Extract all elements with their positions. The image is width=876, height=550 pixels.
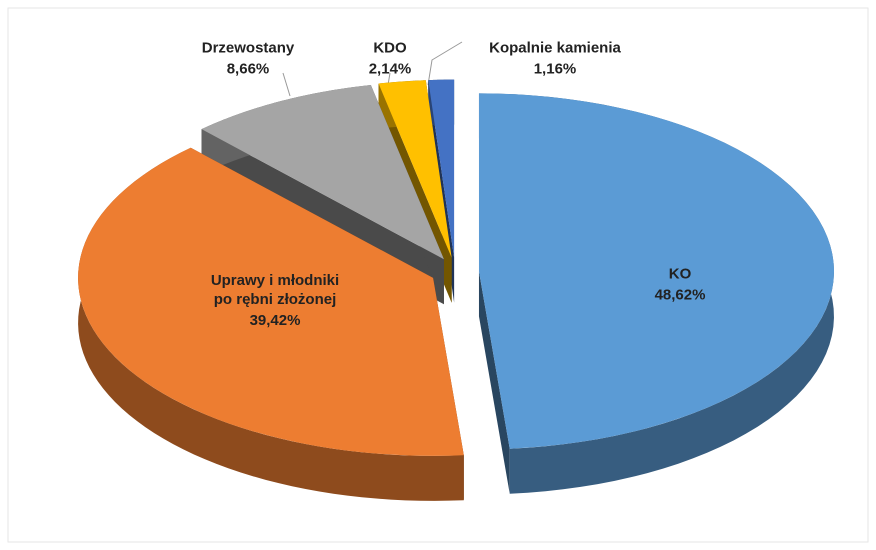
label-line: KDO bbox=[373, 39, 407, 56]
label-line: Drzewostany bbox=[202, 39, 295, 56]
slice-label: KDO bbox=[373, 39, 407, 56]
slice-label: Uprawy i młodniki po rębni złożonej bbox=[211, 272, 339, 308]
label-line: Uprawy i młodniki bbox=[211, 272, 339, 289]
value-label: 1,16% bbox=[534, 60, 577, 77]
value-label: 39,42% bbox=[250, 312, 301, 329]
pie-slice bbox=[78, 147, 464, 501]
value-label: 8,66% bbox=[227, 60, 270, 77]
label-line: po rębni złożonej bbox=[214, 291, 337, 308]
pie-slice bbox=[478, 93, 834, 494]
slice-label: Drzewostany bbox=[202, 39, 295, 56]
leader-line bbox=[427, 41, 463, 86]
slice-side bbox=[478, 271, 510, 494]
slice bbox=[78, 147, 464, 456]
label-line: Kopalnie kamienia bbox=[489, 39, 621, 56]
label-line: KO bbox=[669, 265, 692, 282]
slice bbox=[378, 80, 452, 258]
slice bbox=[428, 79, 455, 258]
slice-label: Kopalnie kamienia bbox=[489, 39, 621, 56]
slice-wall bbox=[78, 147, 464, 501]
slice-label: KO bbox=[669, 265, 692, 282]
value-label: 2,14% bbox=[369, 60, 412, 77]
slice bbox=[201, 85, 444, 260]
slice bbox=[478, 93, 834, 449]
value-label: 48,62% bbox=[655, 286, 706, 303]
leader-line bbox=[282, 72, 291, 97]
